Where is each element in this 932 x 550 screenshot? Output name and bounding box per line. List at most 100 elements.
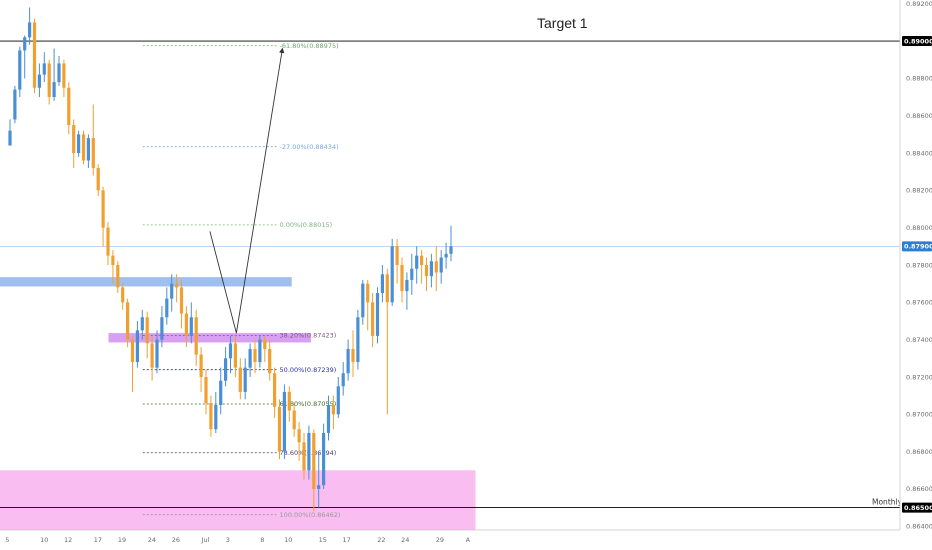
candle[interactable]	[390, 238, 394, 307]
candle[interactable]	[371, 292, 375, 348]
candle[interactable]	[317, 451, 321, 508]
candle[interactable]	[331, 395, 335, 430]
candle[interactable]	[224, 347, 228, 387]
candle[interactable]	[410, 253, 414, 295]
candle[interactable]	[346, 339, 350, 381]
candle[interactable]	[366, 279, 370, 331]
candle[interactable]	[400, 257, 404, 303]
candle[interactable]	[341, 362, 345, 396]
candle[interactable]	[111, 250, 115, 284]
candle[interactable]	[32, 18, 37, 94]
price-tick: 0.86600	[906, 485, 932, 493]
candle[interactable]	[116, 261, 120, 293]
time-tick: 26	[172, 536, 180, 544]
candle[interactable]	[155, 330, 159, 374]
candle[interactable]	[415, 246, 419, 284]
candle[interactable]	[42, 52, 46, 83]
candle[interactable]	[47, 59, 51, 105]
candle[interactable]	[194, 309, 198, 366]
candle[interactable]	[57, 55, 61, 86]
candle[interactable]	[405, 272, 409, 310]
candle[interactable]	[424, 257, 429, 292]
candle[interactable]	[52, 48, 56, 101]
candle[interactable]	[170, 274, 174, 312]
candle[interactable]	[145, 311, 149, 359]
candle[interactable]	[243, 358, 247, 400]
zones-layer	[0, 277, 476, 530]
candle[interactable]	[179, 279, 184, 329]
candle[interactable]	[28, 7, 32, 45]
candle[interactable]	[140, 309, 144, 340]
candle[interactable]	[62, 59, 66, 98]
price-axis[interactable]: 0.89200 0.89000 0.88800 0.88600 0.88400 0.882…	[899, 0, 932, 550]
candle[interactable]	[302, 432, 306, 480]
candle[interactable]	[356, 309, 360, 370]
candle[interactable]	[287, 386, 291, 422]
candle[interactable]	[439, 250, 443, 284]
candle[interactable]	[8, 119, 12, 146]
candle[interactable]	[326, 395, 331, 441]
candle[interactable]	[130, 335, 135, 392]
candle[interactable]	[184, 306, 188, 348]
candle[interactable]	[219, 367, 223, 415]
candle[interactable]	[312, 429, 316, 512]
candle[interactable]	[18, 46, 22, 98]
time-tick: 15	[319, 536, 327, 544]
candle[interactable]	[253, 339, 257, 374]
candle[interactable]	[434, 246, 438, 292]
candle[interactable]	[361, 279, 365, 325]
candle[interactable]	[214, 391, 218, 433]
candle[interactable]	[96, 164, 100, 196]
candle[interactable]	[204, 369, 208, 415]
candle[interactable]	[248, 343, 252, 377]
candle[interactable]	[13, 85, 17, 124]
candle[interactable]	[307, 425, 311, 480]
candle[interactable]	[165, 287, 169, 325]
candle[interactable]	[106, 222, 110, 265]
candle[interactable]	[77, 130, 81, 157]
candle[interactable]	[395, 238, 399, 284]
candle[interactable]	[175, 274, 179, 303]
time-axis[interactable]: 5 10 12 17 19 24 26 Jul 3 8 10 15 17 22 24 29 A	[0, 529, 900, 550]
candle[interactable]	[444, 242, 448, 269]
candle[interactable]	[380, 265, 384, 303]
candle[interactable]	[420, 250, 424, 284]
candles-layer[interactable]	[8, 7, 453, 512]
time-tick: 24	[401, 536, 409, 544]
candle[interactable]	[86, 134, 90, 168]
candle[interactable]	[429, 253, 433, 288]
candle[interactable]	[385, 268, 389, 415]
candle[interactable]	[121, 283, 125, 310]
candle[interactable]	[91, 104, 95, 176]
candle[interactable]	[282, 384, 286, 460]
candle[interactable]	[375, 287, 380, 344]
candle[interactable]	[292, 403, 296, 437]
candle[interactable]	[233, 335, 237, 377]
candle[interactable]	[268, 339, 272, 381]
candle[interactable]	[199, 347, 203, 392]
candle[interactable]	[277, 399, 282, 460]
candle[interactable]	[336, 376, 340, 419]
candle[interactable]	[135, 320, 139, 368]
candle[interactable]	[258, 335, 262, 368]
candle[interactable]	[67, 82, 71, 135]
candle[interactable]	[150, 335, 154, 381]
candle[interactable]	[37, 63, 41, 98]
candle[interactable]	[238, 358, 242, 400]
candle[interactable]	[209, 395, 213, 437]
candle[interactable]	[160, 306, 164, 348]
candle[interactable]	[23, 35, 27, 79]
candle[interactable]	[322, 423, 326, 489]
candle[interactable]	[351, 330, 355, 377]
candle[interactable]	[263, 335, 267, 363]
candle[interactable]	[189, 302, 193, 344]
candle[interactable]	[228, 335, 233, 374]
candle[interactable]	[126, 298, 130, 348]
candle[interactable]	[101, 186, 105, 247]
candle[interactable]	[297, 421, 301, 461]
candle[interactable]	[81, 130, 86, 165]
candle[interactable]	[273, 367, 277, 419]
candle[interactable]	[72, 119, 76, 168]
candle[interactable]	[449, 225, 453, 262]
